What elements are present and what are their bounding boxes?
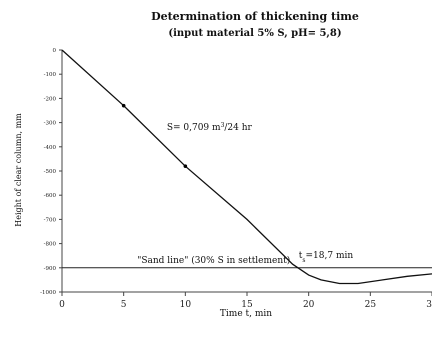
rate-annotation-main: S= 0,709 m	[167, 123, 221, 133]
data-point	[183, 164, 188, 168]
x-ticks: 0 5 10 15 20 25 30	[59, 292, 432, 310]
x-tick-label: 20	[303, 300, 315, 310]
chart-title: Determination of thickening time	[151, 10, 359, 23]
y-tick-label: -900	[44, 266, 57, 272]
y-tick-label: -600	[44, 193, 57, 199]
x-tick-label: 15	[241, 300, 253, 310]
chart-subtitle: (input material 5% S, pH= 5,8)	[168, 28, 341, 39]
y-tick-label: -1000	[40, 290, 56, 296]
y-tick-label: -100	[44, 72, 57, 78]
data-point	[121, 103, 126, 108]
settling-curve	[61, 49, 432, 285]
x-tick-label: 30	[426, 300, 432, 310]
data-markers	[121, 103, 188, 168]
x-tick-label: 5	[121, 300, 127, 310]
sand-line-label: "Sand line" (30% S in settlement)	[137, 255, 290, 266]
ts-annotation-main: t	[299, 251, 303, 261]
y-tick-label: -200	[44, 96, 57, 102]
ts-annotation-sub: s	[302, 257, 305, 264]
x-tick-label: 25	[365, 300, 377, 310]
y-tick-label: -700	[44, 217, 57, 223]
rate-annotation-tail: /24 hr	[224, 123, 252, 133]
x-tick-label: 10	[180, 300, 192, 310]
ts-annotation: ts=18,7 min	[299, 251, 354, 264]
rate-annotation-sup: 3	[221, 121, 225, 128]
y-tick-label: -500	[44, 169, 57, 175]
y-axis-label: Height of clear column, mm	[14, 113, 23, 227]
y-tick-label: -400	[44, 145, 57, 151]
x-tick-label: 0	[59, 300, 65, 310]
y-tick-label: -800	[44, 242, 57, 248]
y-tick-label: -300	[44, 121, 57, 127]
y-tick-label: 0	[53, 48, 57, 54]
x-axis-label: Time t, min	[220, 309, 272, 319]
ts-annotation-tail: =18,7 min	[306, 251, 354, 261]
y-ticks: 0 -100 -200 -300 -400 -500 -600 -700 -800 -900 -10…	[40, 48, 62, 296]
rate-annotation: S= 0,709 m3/24 hr	[167, 121, 253, 133]
